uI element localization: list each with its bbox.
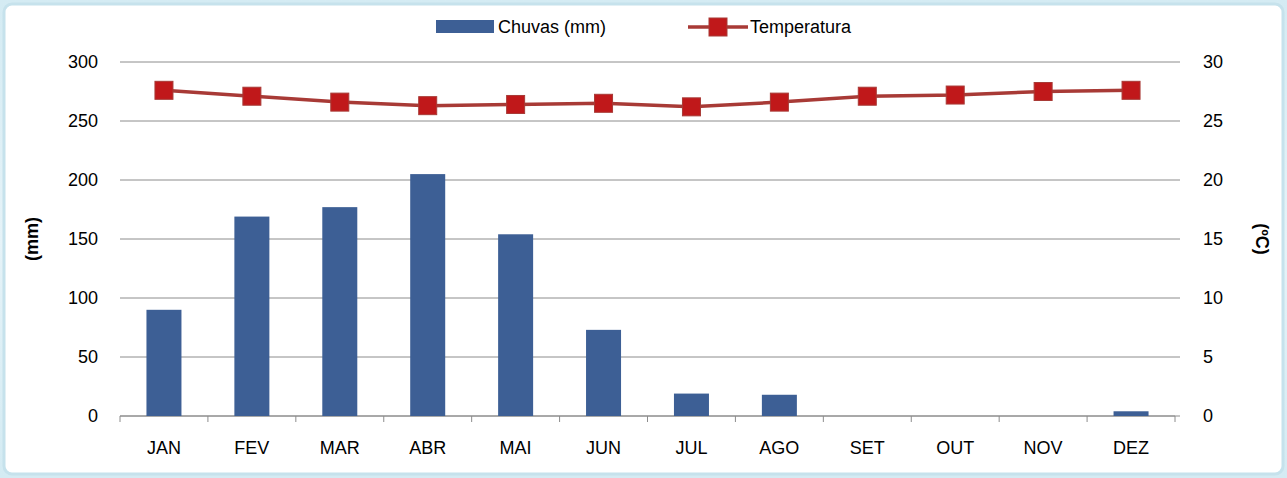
bar [762,395,797,416]
x-tick [911,416,912,422]
y-axis-title: (mm) [22,217,42,261]
bar [938,416,973,417]
marker [682,98,700,116]
x-tick-label: JUN [586,438,621,458]
x-tick-label: NOV [1024,438,1063,458]
y2-axis-title: (ºC) [1252,223,1272,255]
marker [155,81,173,99]
y2-tick [1175,416,1180,417]
y-tick-label: 100 [68,288,98,308]
x-tick [471,416,472,422]
grid-line [120,239,1175,240]
marker [595,94,613,112]
y2-tick [1175,180,1180,181]
x-tick [647,416,648,422]
bar [322,207,357,416]
bar [234,217,269,416]
bar [498,234,533,416]
marker [243,87,261,105]
bar [146,310,181,416]
marker [770,93,788,111]
x-tick-label: MAR [320,438,360,458]
x-tick [735,416,736,422]
y2-tick-label: 5 [1203,347,1213,367]
marker [419,97,437,115]
x-tick [120,416,121,422]
legend-marker [709,18,727,36]
x-tick [383,416,384,422]
x-tick [559,416,560,422]
x-tick-label: OUT [936,438,974,458]
chart-area [4,4,1283,474]
marker [1122,81,1140,99]
x-tick-label: JAN [147,438,181,458]
y2-tick-label: 10 [1203,288,1223,308]
bar [1114,411,1149,416]
x-tick-label: ABR [409,438,446,458]
x-tick [823,416,824,422]
y2-tick [1175,298,1180,299]
bar [410,174,445,416]
y2-tick [1175,62,1180,63]
marker [331,93,349,111]
x-tick-label: FEV [234,438,269,458]
grid-line [120,298,1175,299]
bar [674,394,709,416]
x-tick-label: JUL [675,438,707,458]
y-tick-label: 250 [68,111,98,131]
y2-tick-label: 15 [1203,229,1223,249]
grid-line [120,62,1175,63]
legend-label: Temperatura [750,17,852,37]
y-tick-label: 0 [88,406,98,426]
legend-label: Chuvas (mm) [498,17,606,37]
y2-tick [1175,239,1180,240]
y-tick-label: 200 [68,170,98,190]
x-tick [207,416,208,422]
y-tick-label: 150 [68,229,98,249]
y-tick-label: 300 [68,52,98,72]
grid-line [120,121,1175,122]
x-tick [295,416,296,422]
y2-tick [1175,121,1180,122]
x-tick [999,416,1000,422]
y2-tick [1175,357,1180,358]
x-tick [1087,416,1088,422]
y2-tick-label: 0 [1203,406,1213,426]
marker [1034,83,1052,101]
y2-tick-label: 20 [1203,170,1223,190]
x-tick-label: MAI [500,438,532,458]
y2-tick-label: 25 [1203,111,1223,131]
grid-line [120,180,1175,181]
x-tick-label: DEZ [1113,438,1149,458]
marker [507,95,525,113]
y-tick-label: 50 [78,347,98,367]
line [164,90,1131,107]
grid-line [120,357,1175,358]
legend-swatch [436,20,494,33]
marker [946,86,964,104]
bar [586,330,621,416]
x-tick-label: SET [850,438,885,458]
bar [1026,416,1061,417]
marker [858,87,876,105]
plot-marks [146,81,1148,416]
bar [850,416,885,417]
y2-tick-label: 30 [1203,52,1223,72]
x-tick [1175,416,1176,422]
x-tick-label: AGO [759,438,799,458]
